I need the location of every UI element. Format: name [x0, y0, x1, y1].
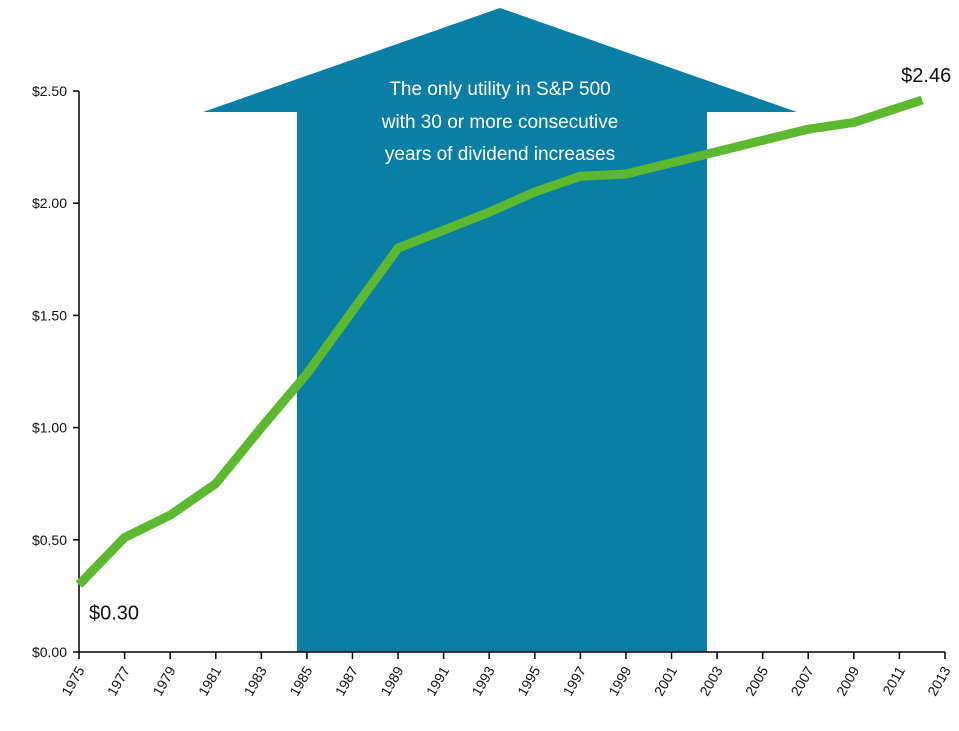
annotation: with 30 or more consecutive [381, 112, 619, 133]
y-tick-label: $1.50 [32, 307, 67, 323]
x-tick-label: 1977 [104, 663, 134, 698]
y-tick-label: $0.50 [32, 532, 67, 548]
y-tick-label: $1.00 [32, 420, 67, 436]
x-tick-label: 1997 [560, 663, 590, 698]
x-tick-label: 2013 [924, 663, 954, 698]
y-tick-label: $2.00 [32, 195, 67, 211]
x-tick-label: 1983 [240, 663, 270, 698]
x-tick-label: 1979 [149, 663, 179, 698]
x-tick-label: 2009 [833, 663, 863, 698]
y-tick-label: $2.50 [32, 83, 67, 99]
x-tick-label: 2001 [651, 663, 681, 698]
x-tick-label: 1993 [468, 663, 498, 698]
x-tick-label: 1987 [332, 663, 362, 698]
x-tick-label: 1995 [514, 663, 544, 698]
value-label: $0.30 [89, 603, 139, 625]
x-tick-label: 1985 [286, 663, 316, 698]
x-tick-label: 2005 [742, 663, 772, 698]
x-tick-label: 1981 [195, 663, 225, 698]
y-tick-label: $0.00 [32, 644, 67, 660]
x-tick-label: 2003 [696, 663, 726, 698]
arrow [203, 8, 797, 652]
x-tick-label: 1975 [58, 663, 88, 698]
annotation: years of dividend increases [385, 144, 615, 165]
x-tick-label: 2007 [787, 663, 817, 698]
x-tick-label: 1999 [605, 663, 635, 698]
line [75, 95, 924, 588]
value-label: $2.46 [901, 65, 951, 87]
x-tick-label: 1989 [377, 663, 407, 698]
x-tick-label: 1991 [423, 663, 453, 698]
annotation: The only utility in S&P 500 [389, 79, 610, 100]
x-tick-label: 2011 [879, 663, 908, 697]
